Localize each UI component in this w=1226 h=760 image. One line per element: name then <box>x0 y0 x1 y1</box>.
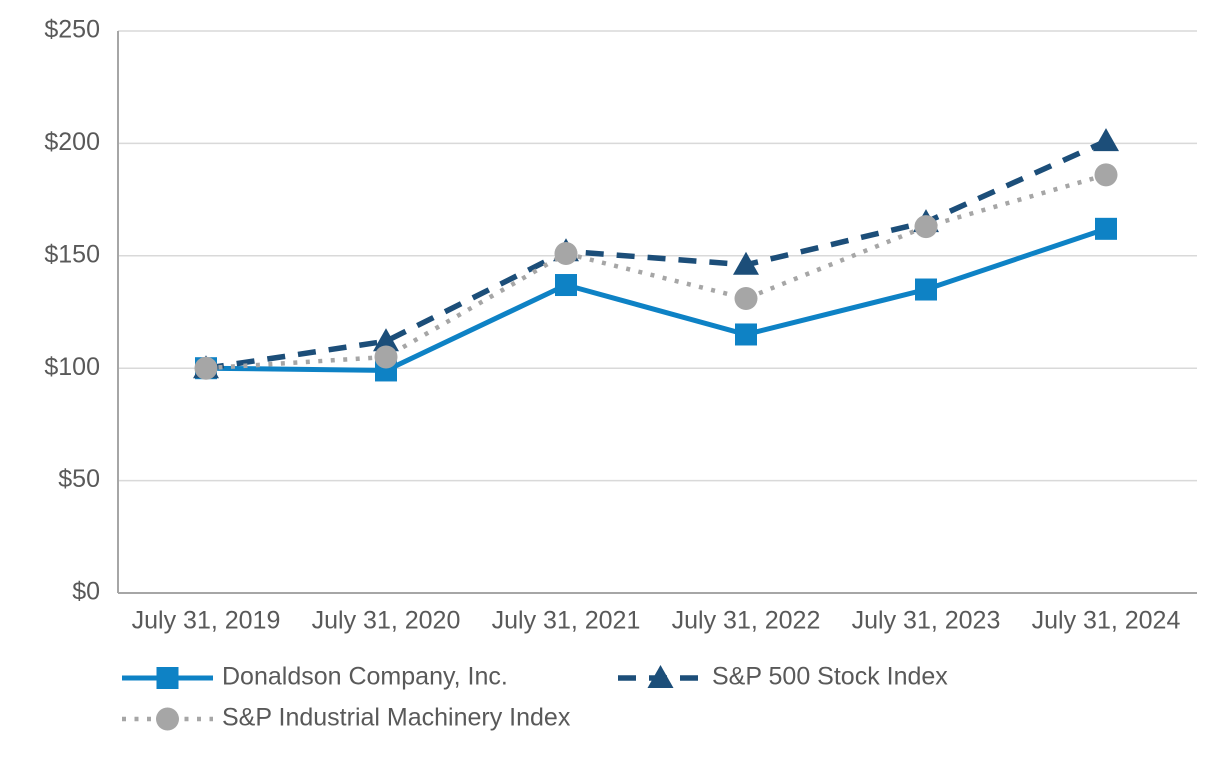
marker-triangle <box>733 251 759 275</box>
marker-square <box>156 667 179 689</box>
marker-triangle <box>1093 128 1119 152</box>
series-line-donaldson-company-inc <box>205 226 1107 373</box>
marker-square <box>735 323 757 346</box>
series-s-p-500-stock-index <box>193 128 1119 379</box>
x-axis-labels-group: July 31, 2019 July 31, 2020 July 31, 2021 J… <box>132 607 1181 635</box>
marker-circle <box>734 287 758 311</box>
marker-circle <box>194 356 218 380</box>
legend-label: S&P Industrial Machinery Index <box>222 704 571 732</box>
y-axis-tick-label: $100 <box>44 353 100 381</box>
legend-label: S&P 500 Stock Index <box>712 663 948 691</box>
axes-group <box>117 31 1197 594</box>
series-line-s-p-500-stock-index <box>205 138 1108 371</box>
marker-circle <box>374 345 398 369</box>
legend-group: Donaldson Company, Inc. S&P 500 Stock Ind… <box>122 663 948 732</box>
y-axis-tick-label: $200 <box>44 128 100 156</box>
marker-triangle <box>647 665 674 688</box>
marker-circle <box>156 707 179 731</box>
x-axis-tick-label: July 31, 2022 <box>672 607 821 635</box>
legend-item-s-p-500-stock-index: S&P 500 Stock Index <box>618 663 948 691</box>
series-group <box>193 128 1119 382</box>
x-axis-tick-label: July 31, 2024 <box>1032 607 1181 635</box>
y-axis-tick-label: $50 <box>58 465 100 493</box>
marker-square <box>555 274 577 297</box>
y-axis-tick-label: $150 <box>44 240 100 268</box>
x-axis-tick-label: July 31, 2021 <box>492 607 641 635</box>
legend-label: Donaldson Company, Inc. <box>222 663 508 691</box>
legend-item-donaldson-company-inc: Donaldson Company, Inc. <box>122 663 508 691</box>
series-line-s-p-industrial-machinery-index <box>205 172 1107 371</box>
marker-triangle <box>373 328 399 352</box>
series-donaldson-company-inc <box>195 217 1117 382</box>
x-axis-tick-label: July 31, 2019 <box>132 607 281 635</box>
marker-square <box>1095 217 1117 240</box>
y-axis-tick-label: $250 <box>44 16 100 44</box>
x-axis-tick-label: July 31, 2020 <box>312 607 461 635</box>
marker-square <box>915 278 937 301</box>
marker-circle <box>554 242 578 266</box>
x-axis-tick-label: July 31, 2023 <box>852 607 1001 635</box>
y-axis-tick-label: $0 <box>72 578 100 606</box>
marker-circle <box>1094 163 1118 187</box>
y-axis-labels-group: $0 $50 $100 $150 $200 $250 <box>44 16 100 606</box>
series-s-p-industrial-machinery-index <box>194 163 1118 380</box>
marker-circle <box>914 215 938 239</box>
legend-item-s-p-industrial-machinery-index: S&P Industrial Machinery Index <box>122 704 571 732</box>
